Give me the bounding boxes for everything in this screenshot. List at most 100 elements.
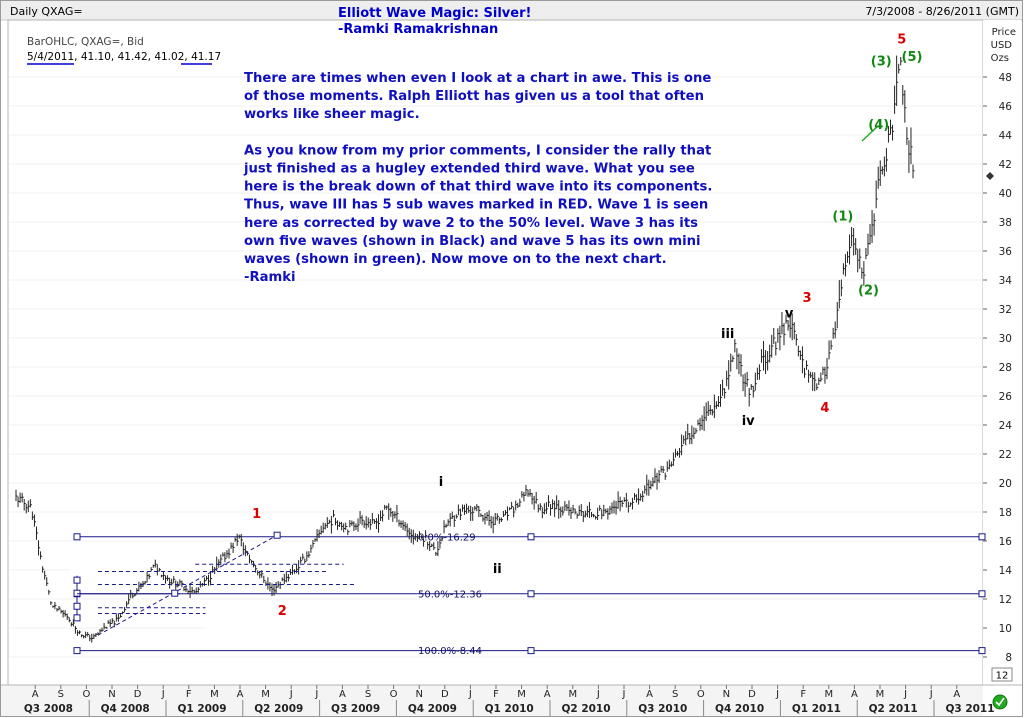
x-quarter-label: Q4 2008	[101, 703, 150, 715]
y-tick-label: 42	[999, 159, 1012, 171]
y-tick-label: 28	[999, 362, 1012, 374]
y-tick-label: 22	[999, 449, 1012, 461]
commentary: There are times when even I look at a ch…	[243, 71, 712, 285]
trend-handle[interactable]	[171, 589, 179, 597]
y-tick-label: 48	[999, 72, 1012, 84]
x-month-label: M	[210, 689, 219, 700]
x-quarter-label: Q3 2008	[24, 703, 73, 715]
x-month-label: N	[415, 689, 422, 700]
y-tick-label: 36	[999, 246, 1013, 258]
fib-handle[interactable]	[527, 647, 535, 655]
x-month-label: A	[339, 689, 346, 700]
x-month-label: D	[748, 689, 756, 700]
wave-label: (3)	[871, 54, 892, 69]
commentary-line: here is the break down of that third wav…	[244, 180, 712, 195]
wave-label: 2	[278, 604, 287, 619]
price-axis-title-3: Ozs	[991, 53, 1009, 64]
y-tick-label: 46	[999, 101, 1013, 113]
price-axis-title-1: Price	[992, 27, 1016, 38]
ohlc-bars	[15, 55, 915, 643]
overlay-box	[70, 553, 982, 593]
x-month-label: J	[314, 689, 318, 700]
fib-handle[interactable]	[978, 590, 986, 598]
fib-handle[interactable]	[73, 576, 81, 584]
x-month-label: O	[390, 689, 398, 700]
y-tick-label: 26	[999, 391, 1013, 403]
x-month-label: J	[596, 689, 600, 700]
overlay-box	[205, 600, 981, 640]
fib-handle[interactable]	[978, 647, 986, 655]
x-month-label: J	[775, 689, 779, 700]
wave-label: 1	[252, 507, 261, 522]
y-tick-label: 44	[999, 130, 1013, 142]
price-axis: 8 10 12 14 16 18 20 22 24 26 28 30 32 34 36 38 40 42 44 46 4…	[983, 72, 1012, 664]
x-month-label: A	[953, 689, 960, 700]
x-month-label: F	[800, 689, 806, 700]
x-month-label: M	[261, 689, 270, 700]
legend-ohlc-date: 5/4/2011	[27, 51, 74, 63]
x-month-label: M	[517, 689, 526, 700]
legend-series: BarOHLC, QXAG=, Bid	[27, 36, 144, 48]
wave-arrow	[861, 125, 879, 142]
y-tick-label: 12	[999, 594, 1012, 606]
chart-title: Elliott Wave Magic: Silver!	[338, 6, 531, 21]
y-tick-label: 30	[999, 333, 1012, 345]
wave-label: 3	[803, 291, 812, 306]
trend-handle[interactable]	[273, 531, 281, 539]
corner-box[interactable]	[991, 667, 1013, 682]
commentary-line: here as corrected by wave 2 to the 50% l…	[244, 216, 698, 231]
y-tick-label: 32	[999, 304, 1012, 316]
x-month-label: O	[82, 689, 90, 700]
x-quarter-label: Q1 2010	[485, 703, 534, 715]
fib-handle[interactable]	[73, 647, 81, 655]
fib-handle[interactable]	[527, 533, 535, 541]
fib-handle[interactable]	[73, 589, 81, 597]
fib-handle[interactable]	[73, 533, 81, 541]
status-light-icon[interactable]	[992, 694, 1008, 710]
symbol-label: Daily QXAG=	[10, 5, 83, 18]
wave-label: 4	[820, 401, 829, 416]
fib-handle[interactable]	[978, 533, 986, 541]
wave-label: ii	[493, 562, 502, 577]
x-month-label: N	[108, 689, 115, 700]
x-month-label: M	[824, 689, 833, 700]
time-axis-panel	[1, 685, 983, 716]
commentary-line: works like sheer magic.	[244, 107, 420, 122]
x-month-label: A	[544, 689, 551, 700]
x-month-label: A	[646, 689, 653, 700]
wave-label: v	[785, 307, 794, 322]
trend-lines[interactable]	[97, 125, 879, 636]
x-month-label: D	[134, 689, 142, 700]
trend-line[interactable]	[97, 534, 278, 636]
chart-author: -Ramki Ramakrishnan	[338, 22, 498, 37]
wave-label: 5	[897, 33, 906, 48]
y-tick-label: 38	[999, 217, 1012, 229]
y-tick-label: 40	[999, 188, 1012, 200]
fib-label: 100.0%-8.44	[418, 646, 482, 657]
wave-label: iii	[721, 327, 734, 342]
x-month-label: F	[493, 689, 499, 700]
x-quarter-label: Q2 2009	[254, 703, 303, 715]
fib-handle[interactable]	[73, 602, 81, 610]
wave-label: (5)	[902, 50, 923, 65]
fib-handle[interactable]	[527, 590, 535, 598]
fib-handle[interactable]	[73, 614, 81, 622]
x-month-label: S	[672, 689, 678, 700]
fibonacci-retracement[interactable]: 0.0%-16.29 50.0%-12.36 100.0%-8.44	[73, 532, 986, 657]
x-quarter-label: Q1 2009	[177, 703, 226, 715]
x-month-label: J	[903, 689, 907, 700]
y-tick-label: 8	[1005, 652, 1012, 664]
wave-label: (1)	[832, 210, 853, 225]
last-price-marker	[986, 172, 994, 181]
commentary-line: There are times when even I look at a ch…	[244, 71, 711, 86]
x-month-label: D	[441, 689, 449, 700]
y-tick-label: 10	[999, 623, 1012, 635]
x-month-label: J	[622, 689, 626, 700]
commentary-line: just finished as a hugley extended third…	[243, 162, 695, 177]
x-month-label: J	[161, 689, 165, 700]
y-tick-label: 20	[999, 478, 1012, 490]
y-tick-label: 34	[999, 275, 1013, 287]
x-month-label: J	[289, 689, 293, 700]
